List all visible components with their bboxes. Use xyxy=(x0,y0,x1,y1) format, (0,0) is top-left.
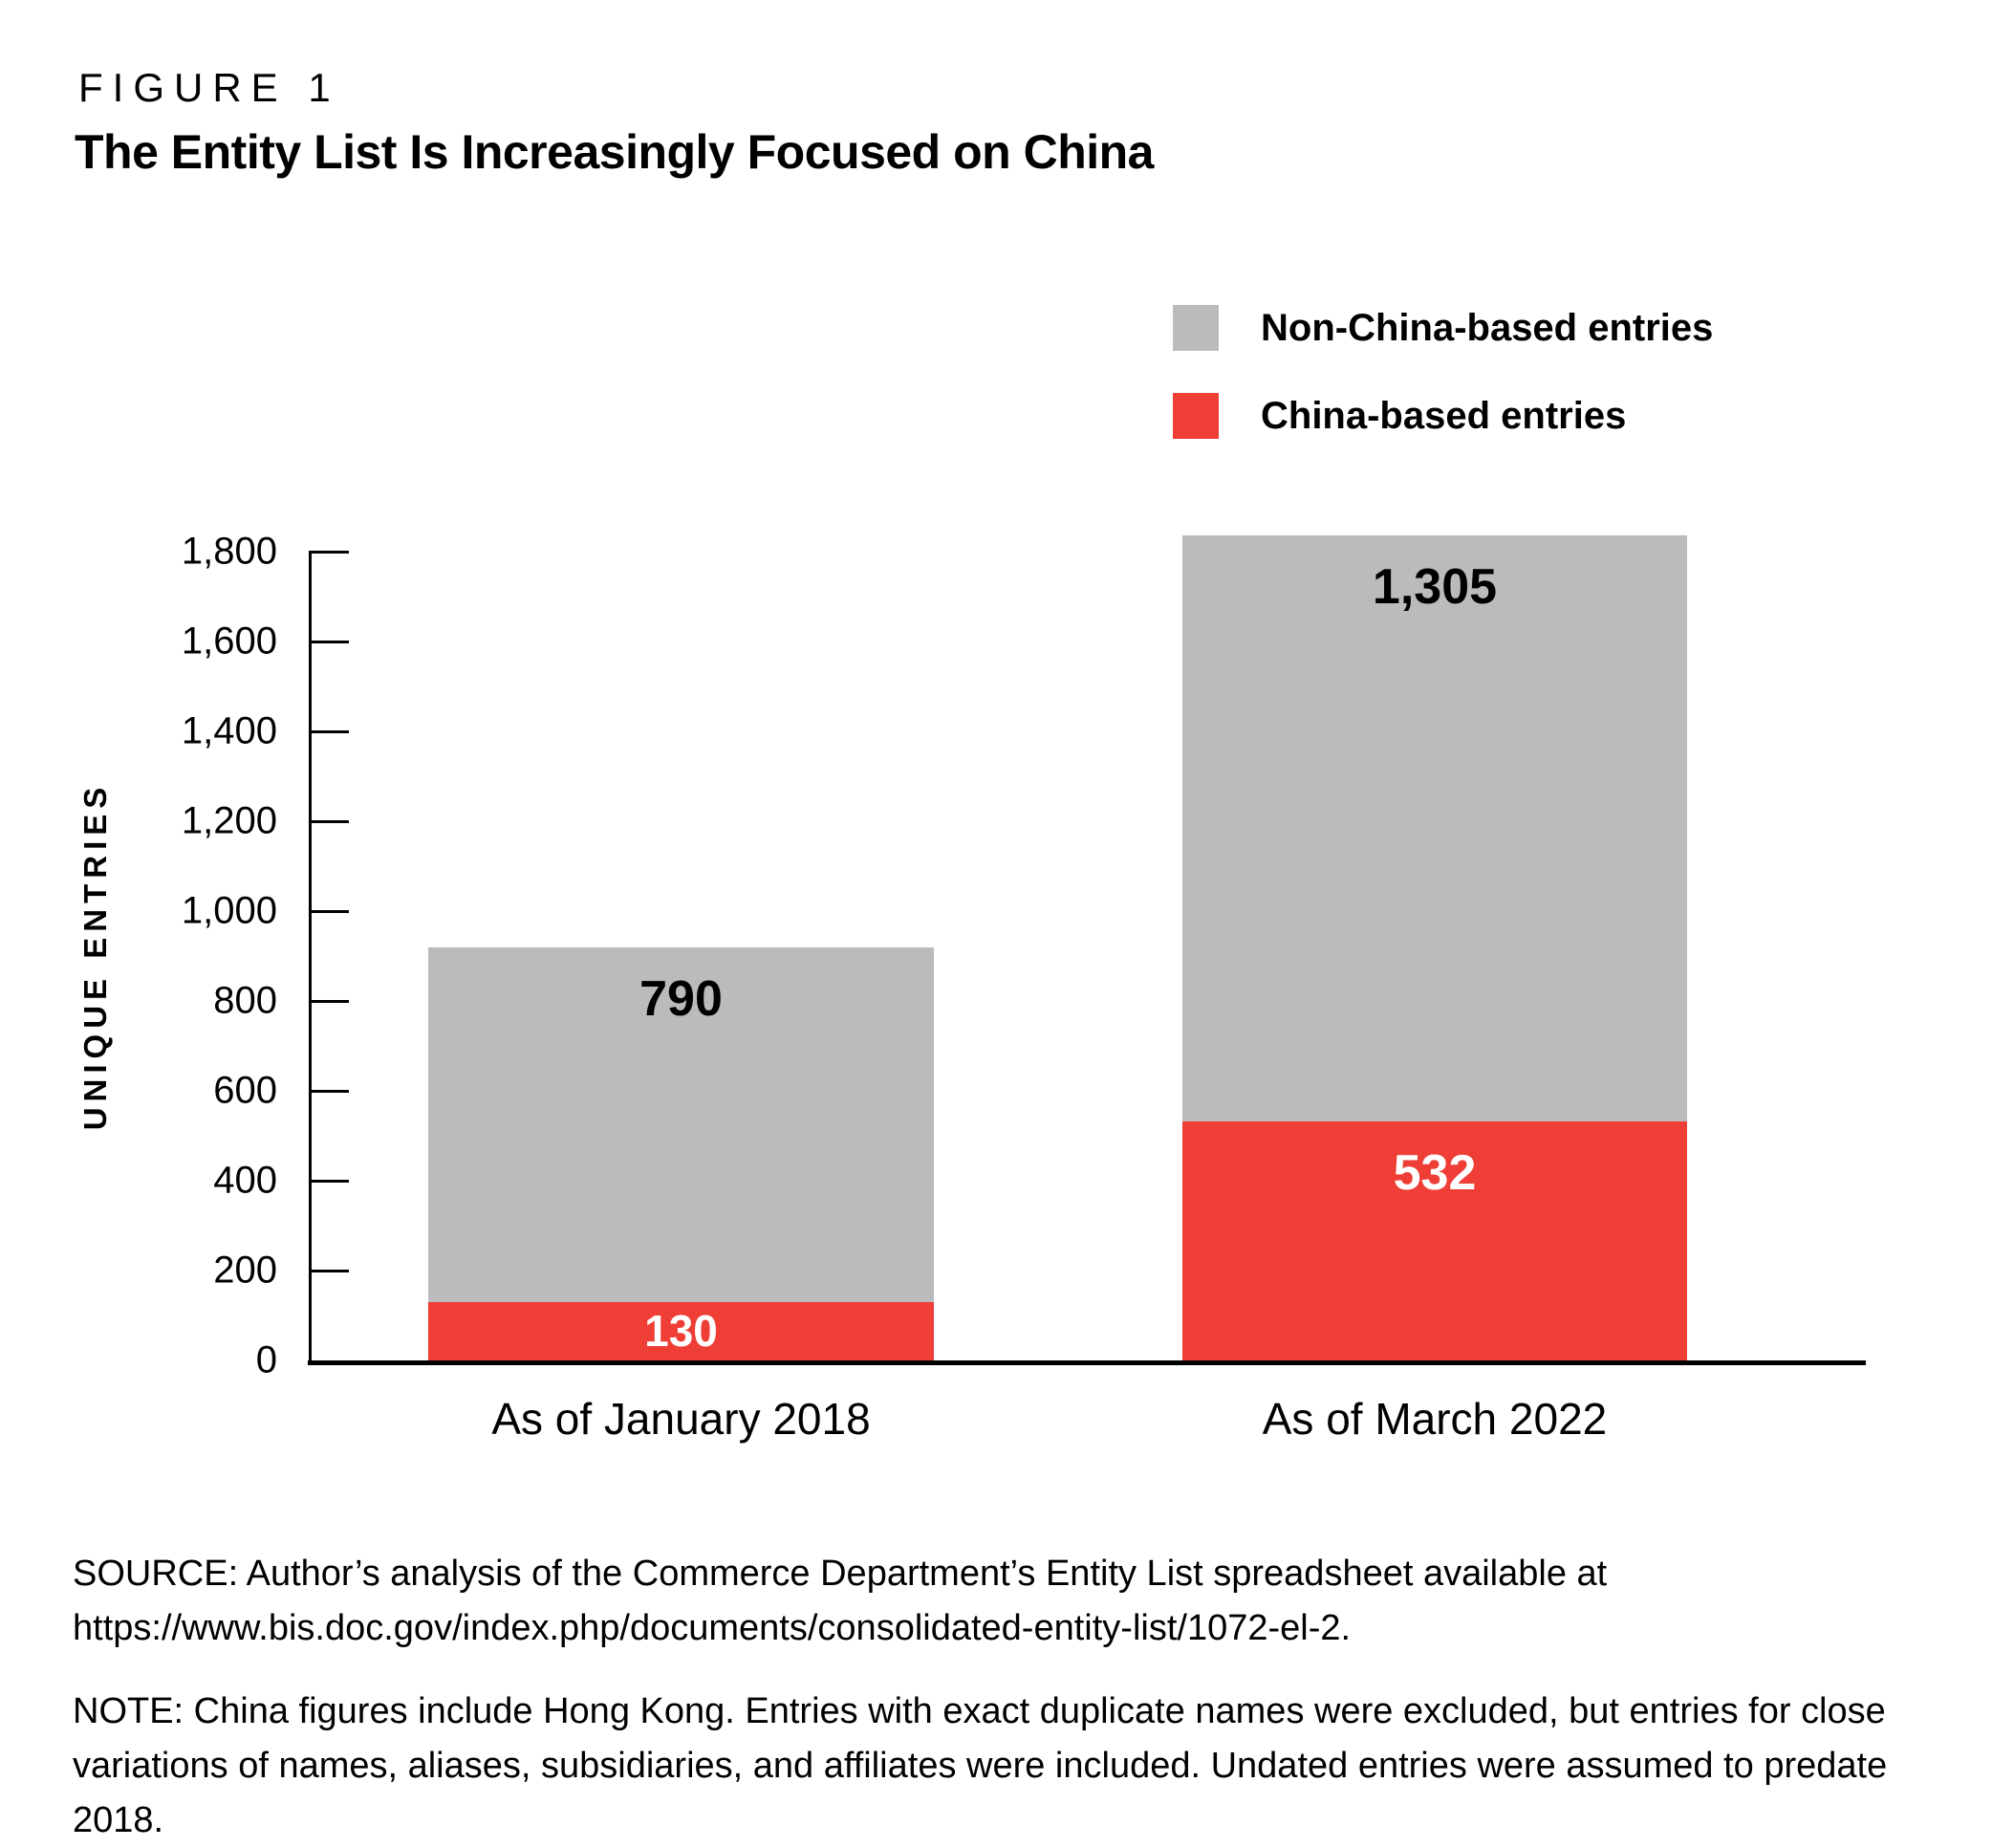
source-line: https://www.bis.doc.gov/index.php/docume… xyxy=(73,1608,1352,1648)
legend: Non-China-based entries China-based entr… xyxy=(1173,304,1713,480)
figure-label: FIGURE 1 xyxy=(78,65,340,110)
y-tick-label: 600 xyxy=(213,1069,277,1112)
bar: 532 1,305 xyxy=(1182,534,1687,1360)
y-tick xyxy=(309,819,349,823)
y-tick-label: 1,400 xyxy=(181,709,277,752)
x-category-label: As of January 2018 xyxy=(491,1394,871,1444)
bar-value-label: 532 xyxy=(1393,1144,1477,1201)
bar-value-label: 130 xyxy=(644,1305,718,1356)
y-tick xyxy=(309,999,349,1003)
y-tick xyxy=(309,1269,349,1272)
legend-label-china: China-based entries xyxy=(1261,394,1627,437)
x-category-label: As of March 2022 xyxy=(1262,1394,1608,1444)
y-tick-label: 1,800 xyxy=(181,530,277,573)
y-tick xyxy=(309,640,349,643)
y-tick-label: 1,600 xyxy=(181,620,277,663)
y-tick xyxy=(309,909,349,913)
legend-swatch-non-china xyxy=(1173,305,1219,351)
y-tick xyxy=(309,550,349,554)
legend-swatch-china xyxy=(1173,393,1219,439)
y-tick-label: 0 xyxy=(255,1338,277,1381)
y-axis-title: UNIQUE ENTRIES xyxy=(77,781,113,1131)
y-axis-line xyxy=(309,552,312,1360)
x-axis-line xyxy=(308,1360,1866,1365)
y-tick-label: 1,200 xyxy=(181,799,277,842)
bar-segment: 130 xyxy=(428,1301,934,1360)
bar: 130 790 xyxy=(428,552,934,1360)
y-tick-label: 200 xyxy=(213,1249,277,1292)
bar-value-label: 1,305 xyxy=(1372,558,1498,615)
legend-label-non-china: Non-China-based entries xyxy=(1261,306,1714,349)
legend-item-non-china: Non-China-based entries xyxy=(1173,304,1713,352)
plot-area: 0 200 400 600 800 1,000 1,200 1,400 1,600 1,800 13… xyxy=(182,531,1866,1444)
bar-value-label: 790 xyxy=(639,970,723,1027)
bar-segment: 532 xyxy=(1182,1120,1687,1360)
y-tick xyxy=(309,729,349,733)
figure-title: The Entity List Is Increasingly Focused … xyxy=(75,125,1154,179)
y-tick-label: 1,000 xyxy=(181,889,277,932)
y-tick-label: 400 xyxy=(213,1159,277,1202)
note-text: NOTE: China figures include Hong Kong. E… xyxy=(73,1691,1888,1840)
source-text: SOURCE: Author’s analysis of the Commerc… xyxy=(73,1547,1717,1656)
y-tick-label: 800 xyxy=(213,979,277,1022)
bar-segment: 790 xyxy=(428,946,934,1302)
source-line: SOURCE: Author’s analysis of the Commerc… xyxy=(73,1554,1608,1594)
legend-item-china: China-based entries xyxy=(1173,392,1713,440)
y-tick xyxy=(309,1179,349,1183)
bar-segment: 1,305 xyxy=(1182,534,1687,1121)
y-tick xyxy=(309,1089,349,1093)
